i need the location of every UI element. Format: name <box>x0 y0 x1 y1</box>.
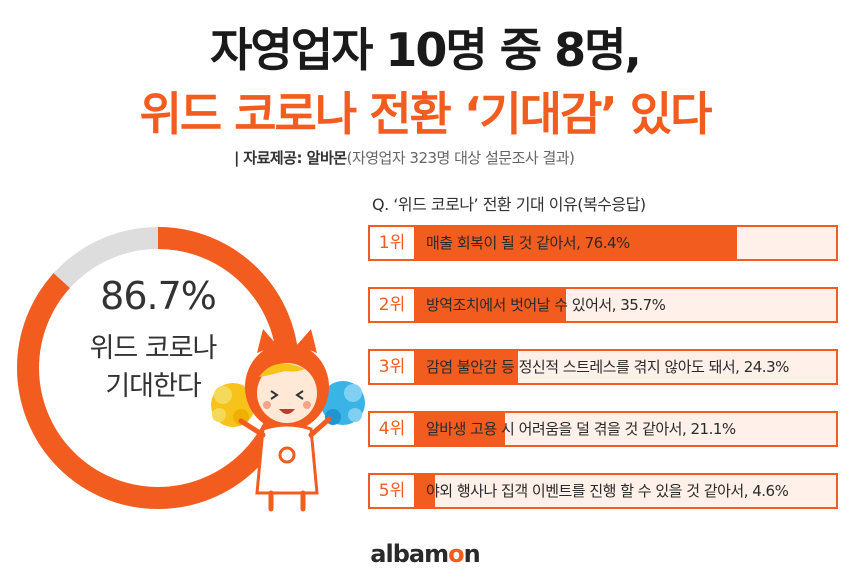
bar-label-5: 야외 행사나 집객 이벤트를 진행 할 수 있을 것 같아서, 4.6% <box>426 482 789 500</box>
rank-badge-5: 5위 <box>368 473 416 509</box>
title-line-1: 자영업자 10명 중 8명, <box>210 23 642 77</box>
mascot-body <box>238 329 332 512</box>
donut-label-line-1: 위드 코로나 <box>89 333 218 364</box>
bar-label-2: 방역조치에서 벗어날 수 있어서, 35.7% <box>426 296 666 314</box>
bar-row-4: 4위 알바생 고용 시 어려움을 덜 겪을 것 같아서, 21.1% <box>368 411 838 449</box>
cheering-mascot-illustration <box>211 329 365 512</box>
bar-fill-3 <box>416 351 519 383</box>
bar-row-3: 3위 감염 불안감 등 정신적 스트레스를 겪지 않아도 돼서, 24.3% <box>368 349 838 387</box>
bar-track-1: 매출 회복이 될 것 같아서, 76.4% <box>416 225 838 261</box>
bar-track-4: 알바생 고용 시 어려움을 덜 겪을 것 같아서, 21.1% <box>416 411 838 447</box>
bar-fill-1 <box>416 227 737 259</box>
bar-label-3: 감염 불안감 등 정신적 스트레스를 겪지 않아도 돼서, 24.3% <box>426 358 789 376</box>
rank-badge-4: 4위 <box>368 411 416 447</box>
bar-track-3: 감염 불안감 등 정신적 스트레스를 겪지 않아도 돼서, 24.3% <box>416 349 838 385</box>
title-line-2: 위드 코로나 전환 ‘기대감’ 있다 <box>139 87 713 141</box>
bar-fill-2 <box>416 289 566 321</box>
bar-fill-5 <box>416 475 436 507</box>
bar-row-1: 1위 매출 회복이 될 것 같아서, 76.4% <box>368 225 838 263</box>
logo-text-n: n <box>463 540 481 568</box>
bar-track-5: 야외 행사나 집객 이벤트를 진행 할 수 있을 것 같아서, 4.6% <box>416 473 838 509</box>
bar-row-5: 5위 야외 행사나 집객 이벤트를 진행 할 수 있을 것 같아서, 4.6% <box>368 473 838 511</box>
bar-track-2: 방역조치에서 벗어날 수 있어서, 35.7% <box>416 287 838 323</box>
source-note: (자영업자 323명 대상 설문조사 결과) <box>346 149 575 167</box>
source-divider: | <box>234 149 239 167</box>
rank-badge-3: 3위 <box>368 349 416 385</box>
bar-row-2: 2위 방역조치에서 벗어날 수 있어서, 35.7% <box>368 287 838 325</box>
donut-label-line-2: 기대한다 <box>105 371 201 402</box>
rank-badge-1: 1위 <box>368 225 416 261</box>
source-label: 자료제공: 알바몬 <box>243 149 347 167</box>
bar-label-1: 매출 회복이 될 것 같아서, 76.4% <box>426 234 630 252</box>
bar-label-4: 알바생 고용 시 어려움을 덜 겪을 것 같아서, 21.1% <box>426 420 736 438</box>
source-credit: | 자료제공: 알바몬(자영업자 323명 대상 설문조사 결과) <box>234 147 575 168</box>
rank-badge-2: 2위 <box>368 287 416 323</box>
question-title: Q. ‘위드 코로나’ 전환 기대 이유(복수응답) <box>372 195 646 214</box>
bar-fill-4 <box>416 413 505 445</box>
logo-text-albam: albam <box>370 540 449 568</box>
albamon-logo: albamon <box>0 540 850 568</box>
donut-percent: 86.7% <box>100 274 217 318</box>
logo-text-o: o <box>448 540 464 568</box>
